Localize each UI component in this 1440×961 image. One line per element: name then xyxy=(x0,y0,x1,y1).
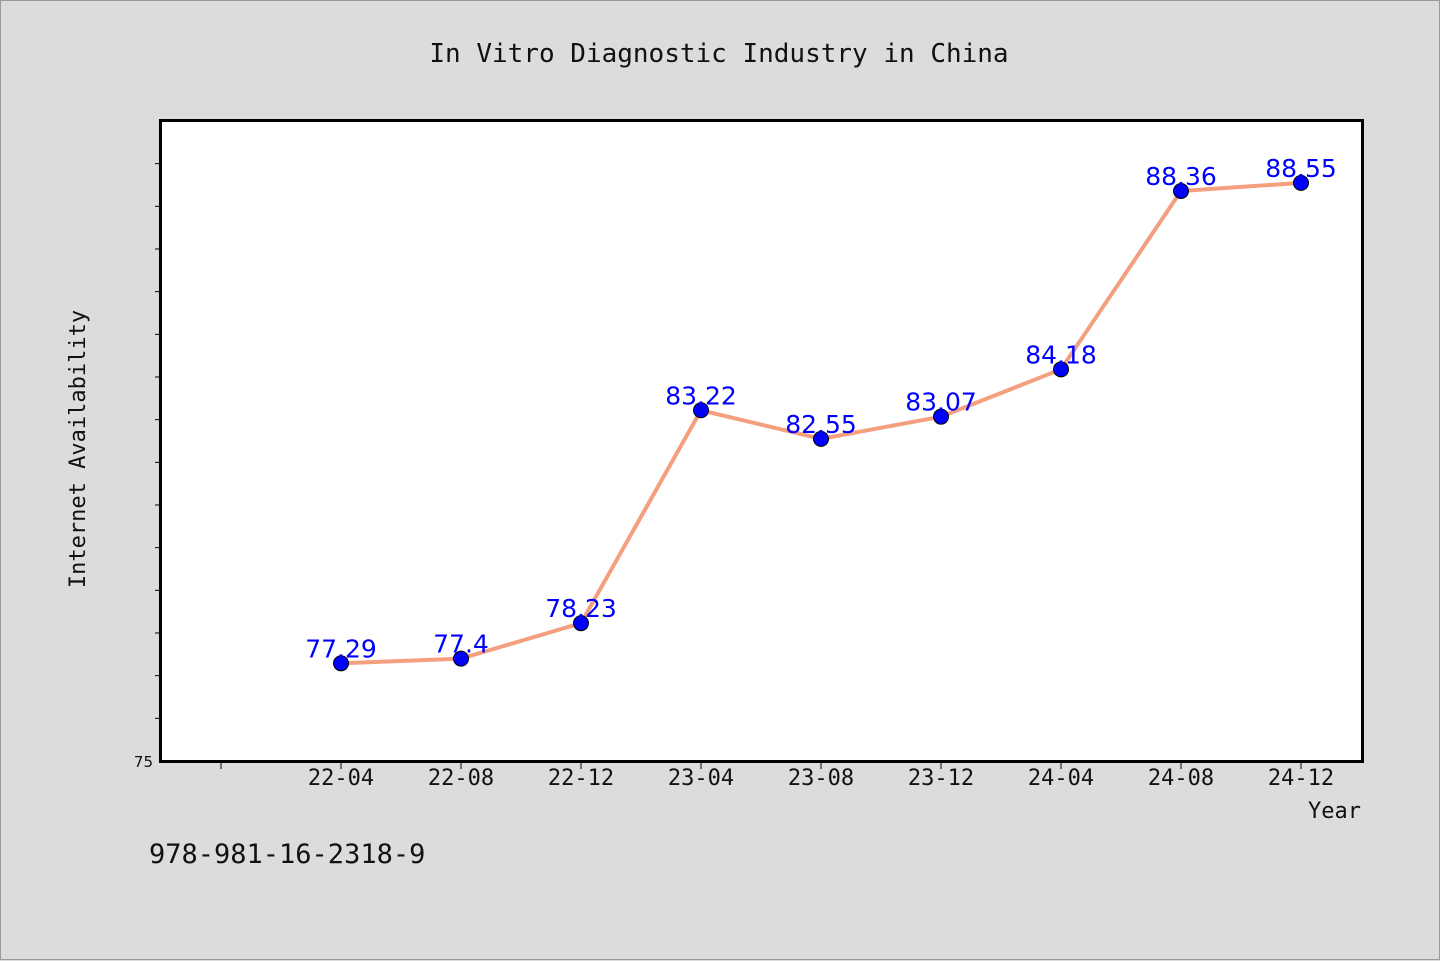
data-point xyxy=(1293,174,1309,191)
data-point xyxy=(453,650,469,667)
data-point xyxy=(813,430,829,447)
data-label: 78.23 xyxy=(545,594,617,623)
data-point xyxy=(933,408,949,425)
data-point xyxy=(1053,361,1069,378)
x-tick-label: 24-04 xyxy=(1028,766,1094,791)
data-label-layer: 77.29 77.4 78.23 83.22 82.55 83.07 84.18 88.36 8… xyxy=(305,154,1337,663)
series-layer xyxy=(333,174,1309,672)
data-label: 83.22 xyxy=(665,381,737,410)
data-label: 88.36 xyxy=(1145,162,1217,191)
x-tick-label: 23-04 xyxy=(668,766,734,791)
data-point xyxy=(693,402,709,419)
data-label: 88.55 xyxy=(1265,154,1337,183)
x-tick-label: 22-08 xyxy=(428,766,494,791)
x-tick-label: 22-04 xyxy=(308,766,374,791)
x-tick-label: 24-12 xyxy=(1268,766,1334,791)
x-tick-label: 22-12 xyxy=(548,766,614,791)
data-point xyxy=(333,655,349,672)
data-point xyxy=(573,615,589,632)
data-label: 83.07 xyxy=(905,388,977,417)
x-axis-ticks: 22-04 22-08 22-12 23-04 23-08 23-12 24-04 24-08… xyxy=(220,761,1334,791)
data-label: 82.55 xyxy=(785,410,857,439)
y-axis-label: Internet Availability xyxy=(66,310,91,588)
chart-title: In Vitro Diagnostic Industry in China xyxy=(429,39,1008,69)
plot-area xyxy=(159,119,1364,763)
x-tick-label: 23-08 xyxy=(788,766,854,791)
x-tick-label: 23-12 xyxy=(908,766,974,791)
data-point xyxy=(1173,182,1189,199)
isbn-footer: 978-981-16-2318-9 xyxy=(149,839,425,870)
data-label: 77.29 xyxy=(305,634,377,663)
x-axis-label: Year xyxy=(1308,799,1361,824)
x-tick-label: 24-08 xyxy=(1148,766,1214,791)
data-label: 84.18 xyxy=(1025,340,1097,369)
data-label: 77.4 xyxy=(433,630,489,659)
y-axis-ticks xyxy=(155,163,161,719)
y-tick-label: 75 xyxy=(134,753,153,771)
